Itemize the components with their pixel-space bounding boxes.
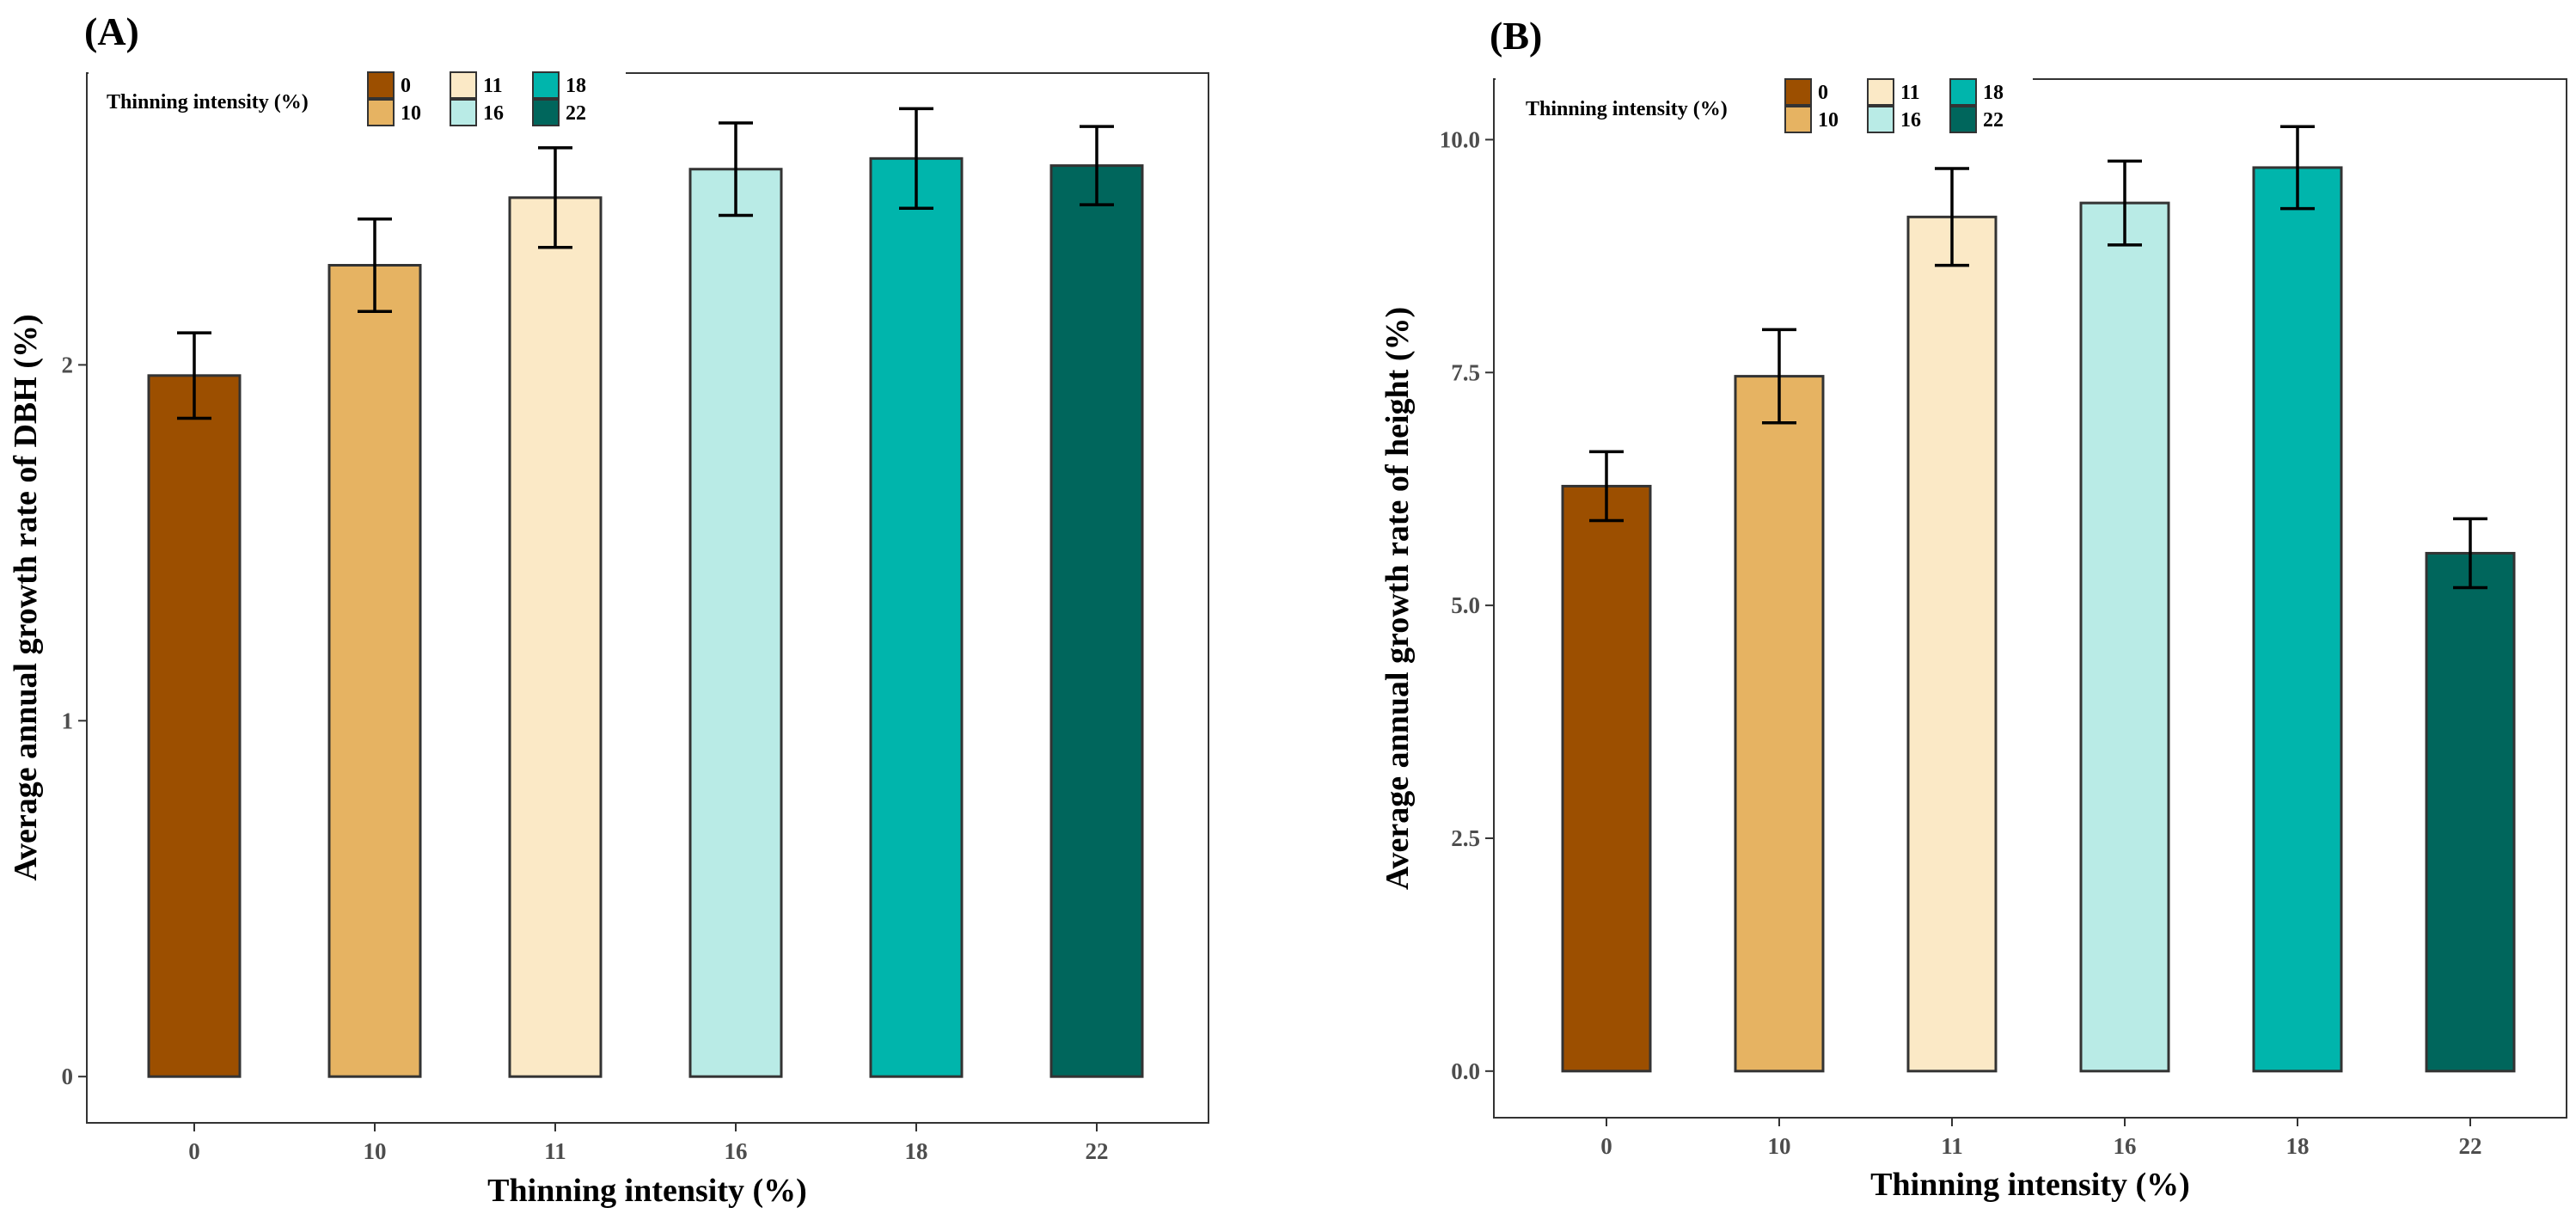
x-tick-label: 16 [725, 1138, 748, 1164]
bar-16 [688, 168, 783, 1078]
legend-title: Thinning intensity (%) [107, 91, 309, 113]
legend-label-10: 10 [401, 102, 421, 125]
x-tick-label: 11 [1941, 1133, 1963, 1159]
x-axis: 0 10 11 16 18 22 [188, 1123, 1109, 1164]
error-bar-22 [2453, 517, 2487, 590]
legend-key-22 [1949, 106, 1977, 133]
bar-0 [147, 374, 242, 1078]
x-tick-label: 18 [2286, 1133, 2310, 1159]
x-axis-title: Thinning intensity (%) [487, 1173, 807, 1209]
legend-key-10 [1784, 106, 1812, 133]
error-bars [177, 107, 1114, 420]
legend-label-0: 0 [401, 75, 411, 97]
y-axis-title: Average annual growth rate of DBH (%) [8, 314, 44, 880]
legend-background [1496, 67, 2033, 144]
legend-key-0 [367, 71, 395, 99]
legend-key-11 [450, 71, 477, 99]
error-bar-0 [1589, 450, 1624, 523]
bars [147, 156, 1144, 1078]
x-axis-title: Thinning intensity (%) [1870, 1167, 2190, 1203]
legend-key-18 [532, 71, 560, 99]
bar-16 [2079, 201, 2170, 1073]
y-tick-label: 2 [62, 352, 74, 377]
error-bar-10 [1762, 328, 1796, 425]
error-bar-11 [538, 146, 572, 249]
legend-label-18: 18 [1983, 82, 2004, 104]
y-tick-label: 0 [62, 1064, 74, 1089]
y-tick-label: 7.5 [1451, 359, 1480, 385]
error-bar-18 [899, 107, 933, 211]
legend-key-10 [367, 99, 395, 126]
legend: 0 10 11 16 18 22 [1784, 78, 2004, 133]
bar-18 [869, 156, 964, 1078]
y-tick-label: 2.5 [1451, 825, 1480, 851]
error-bars [1589, 125, 2487, 590]
x-tick-label: 22 [2459, 1133, 2482, 1159]
error-bar-10 [358, 217, 392, 314]
legend-label-16: 16 [1900, 109, 1921, 132]
bar-18 [2252, 166, 2343, 1073]
error-bar-11 [1935, 167, 1969, 267]
plot-frame [86, 72, 1209, 1124]
panel-label: (A) [84, 9, 139, 53]
legend-label-11: 11 [483, 75, 503, 97]
panel-a: (A) 0 1 2 0 10 11 16 18 22 Thinning intensity (… [8, 9, 1209, 1209]
legend-key-22 [532, 99, 560, 126]
bars [1561, 166, 2516, 1073]
x-tick-label: 16 [2114, 1133, 2137, 1159]
legend-label-10: 10 [1818, 109, 1839, 132]
x-tick-label: 22 [1086, 1138, 1109, 1164]
legend-label-16: 16 [483, 102, 504, 125]
panel-b: (B) 0.0 2.5 5.0 7.5 10.0 0 10 11 16 18 22 Thinnin… [1380, 14, 2567, 1203]
legend-key-11 [1867, 78, 1894, 106]
legend-label-18: 18 [566, 75, 586, 97]
legend-label-0: 0 [1818, 82, 1828, 104]
x-tick-label: 0 [188, 1138, 200, 1164]
y-tick-label: 10.0 [1440, 126, 1480, 152]
y-axis: 0.0 2.5 5.0 7.5 10.0 [1440, 126, 1494, 1084]
bar-10 [1734, 375, 1825, 1073]
y-tick-label: 1 [62, 708, 74, 733]
legend-title: Thinning intensity (%) [1526, 98, 1728, 120]
x-tick-label: 18 [905, 1138, 928, 1164]
legend: 0 10 11 16 18 22 [367, 71, 586, 126]
bar-11 [1906, 215, 1998, 1073]
legend-key-18 [1949, 78, 1977, 106]
y-axis-title: Average annual growth rate of height (%) [1380, 307, 1416, 890]
bar-0 [1561, 484, 1652, 1073]
legend-key-0 [1784, 78, 1812, 106]
bar-22 [1049, 164, 1144, 1078]
y-tick-label: 5.0 [1451, 592, 1480, 618]
legend-key-16 [1867, 106, 1894, 133]
x-tick-label: 11 [544, 1138, 566, 1164]
x-axis: 0 10 11 16 18 22 [1600, 1118, 2482, 1159]
legend-label-22: 22 [1983, 109, 2004, 132]
bar-10 [327, 264, 422, 1078]
error-bar-22 [1080, 125, 1114, 206]
x-tick-label: 10 [1768, 1133, 1791, 1159]
error-bar-18 [2280, 125, 2315, 211]
panel-label: (B) [1490, 14, 1542, 58]
bar-22 [2425, 551, 2516, 1073]
y-axis: 0 1 2 [62, 352, 87, 1089]
error-bar-0 [177, 331, 211, 420]
legend-key-16 [450, 99, 477, 126]
plot-frame [1493, 78, 2567, 1119]
x-tick-label: 10 [364, 1138, 387, 1164]
error-bar-16 [2108, 159, 2142, 247]
legend-label-22: 22 [566, 102, 586, 125]
y-tick-label: 0.0 [1451, 1058, 1480, 1084]
error-bar-16 [719, 121, 753, 218]
bar-11 [508, 196, 603, 1078]
x-tick-label: 0 [1600, 1133, 1612, 1159]
legend-label-11: 11 [1900, 82, 1920, 104]
